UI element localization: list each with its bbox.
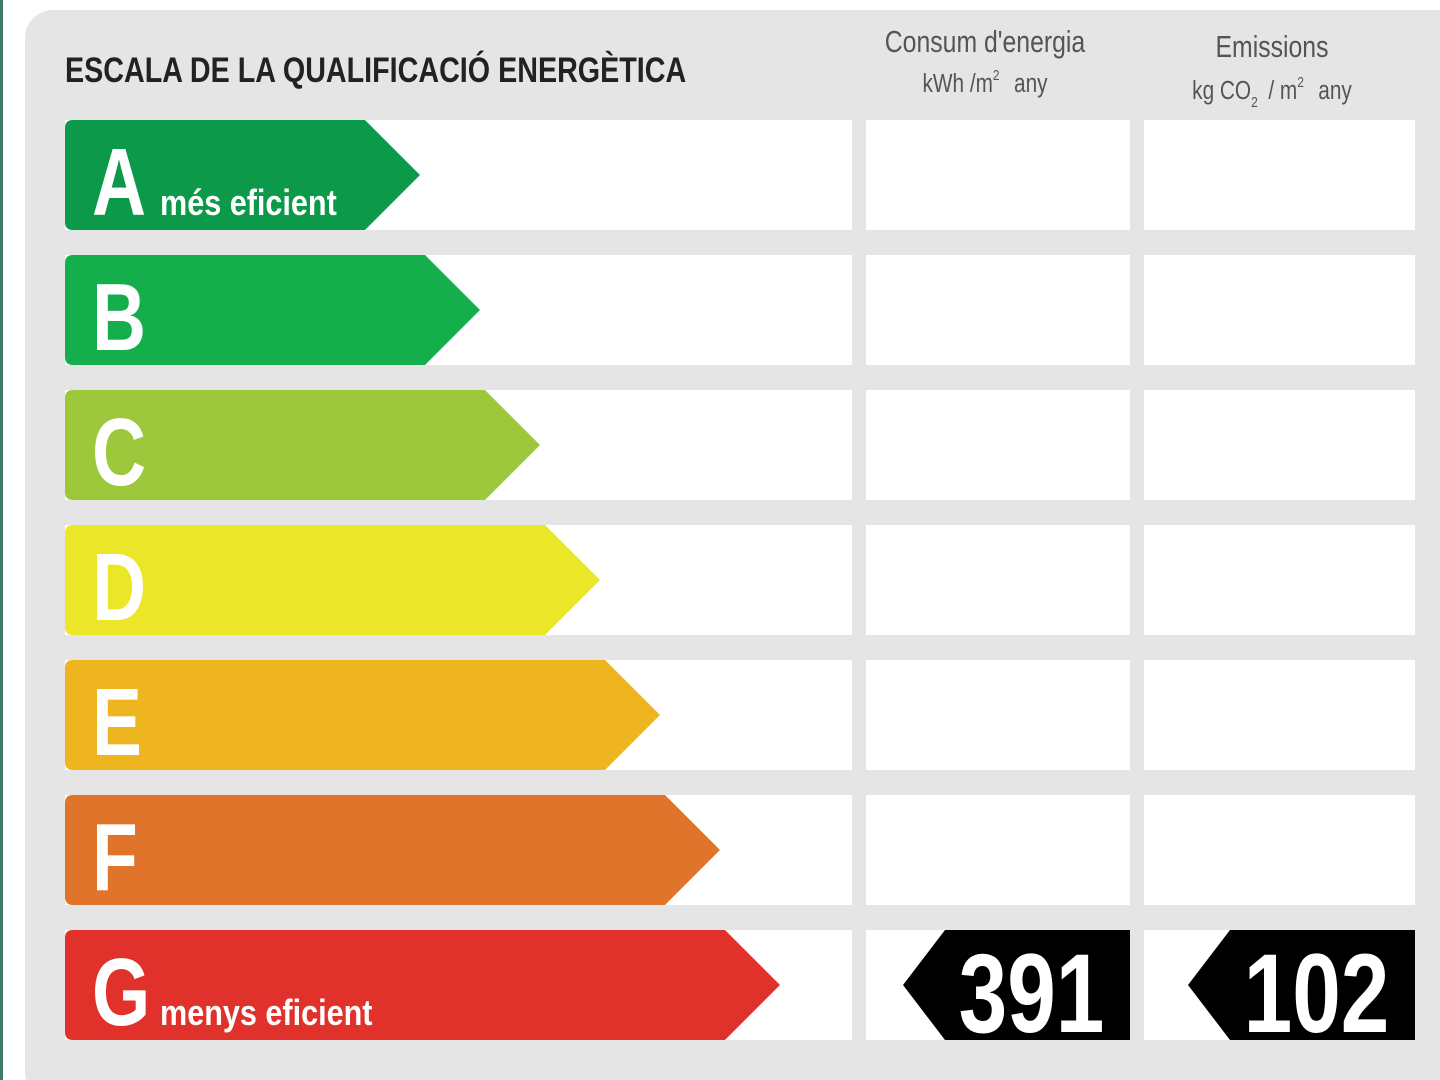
- class-letter: B: [92, 264, 146, 371]
- edge-line: [0, 0, 3, 1080]
- class-letter: D: [92, 534, 146, 641]
- energy-cell: [866, 660, 1130, 770]
- label-group: més eficient: [160, 184, 337, 224]
- unit-part: kWh /m: [922, 69, 992, 98]
- emissions-cell: [1144, 120, 1415, 230]
- unit-part: kg CO: [1192, 76, 1251, 105]
- letter-group: G: [92, 939, 150, 1046]
- column-title: Consum d'energia: [885, 24, 1086, 58]
- energy-head: Consum d'energia kWh /m2 any: [885, 24, 1086, 97]
- unit-part: / m: [1263, 76, 1298, 105]
- unit-sup: 2: [993, 67, 1000, 84]
- column-unit: kWh /m2 any: [922, 67, 1047, 98]
- title: ESCALA DE LA QUALIFICACIÓ ENERGÈTICA: [65, 50, 686, 89]
- emissions-cell: [1144, 795, 1415, 905]
- class-arrow: [65, 255, 480, 365]
- energy-cell: [866, 525, 1130, 635]
- class-arrow: [65, 930, 780, 1040]
- class-letter: C: [92, 399, 146, 506]
- letter-group: B: [92, 264, 146, 371]
- unit-sup: 2: [1297, 74, 1304, 91]
- class-arrow: [65, 525, 600, 635]
- class-arrow: [65, 390, 540, 500]
- emissions-value: 102: [1244, 932, 1390, 1057]
- energy-badge: [903, 930, 1130, 1040]
- energy-cell: [866, 120, 1130, 230]
- class-letter: A: [92, 129, 146, 236]
- emissions-cell: [1144, 255, 1415, 365]
- unit-part: any: [1318, 76, 1352, 105]
- energy-value: 391: [959, 932, 1105, 1057]
- unit-part: any: [1014, 69, 1048, 98]
- class-arrow: [65, 120, 420, 230]
- energy-cell: [866, 795, 1130, 905]
- emissions-badge: [1188, 930, 1415, 1040]
- class-arrow: [65, 660, 660, 770]
- class-letter: F: [92, 804, 138, 911]
- emissions-value-group: 102: [1244, 932, 1390, 1057]
- class-label: més eficient: [160, 184, 337, 224]
- title-group: ESCALA DE LA QUALIFICACIÓ ENERGÈTICA: [65, 50, 686, 89]
- label-group: menys eficient: [160, 994, 372, 1034]
- emissions-cell: [1144, 390, 1415, 500]
- class-arrow: [65, 795, 720, 905]
- energy-cell: [866, 390, 1130, 500]
- letter-group: E: [92, 669, 142, 776]
- column-unit: kg CO2 / m2 any: [1192, 74, 1352, 111]
- emissions-cell: [1144, 660, 1415, 770]
- energy-value-group: 391: [959, 932, 1105, 1057]
- emissions-cell: [1144, 525, 1415, 635]
- letter-group: C: [92, 399, 146, 506]
- letter-group: F: [92, 804, 138, 911]
- letter-group: D: [92, 534, 146, 641]
- class-letter: G: [92, 939, 150, 1046]
- class-letter: E: [92, 669, 142, 776]
- class-label: menys eficient: [160, 994, 372, 1034]
- emissions-head: Emissions kg CO2 / m2 any: [1192, 29, 1352, 110]
- letter-group: A: [92, 129, 146, 236]
- energy-cell: [866, 255, 1130, 365]
- column-title: Emissions: [1216, 29, 1329, 63]
- unit-sub: 2: [1251, 94, 1258, 111]
